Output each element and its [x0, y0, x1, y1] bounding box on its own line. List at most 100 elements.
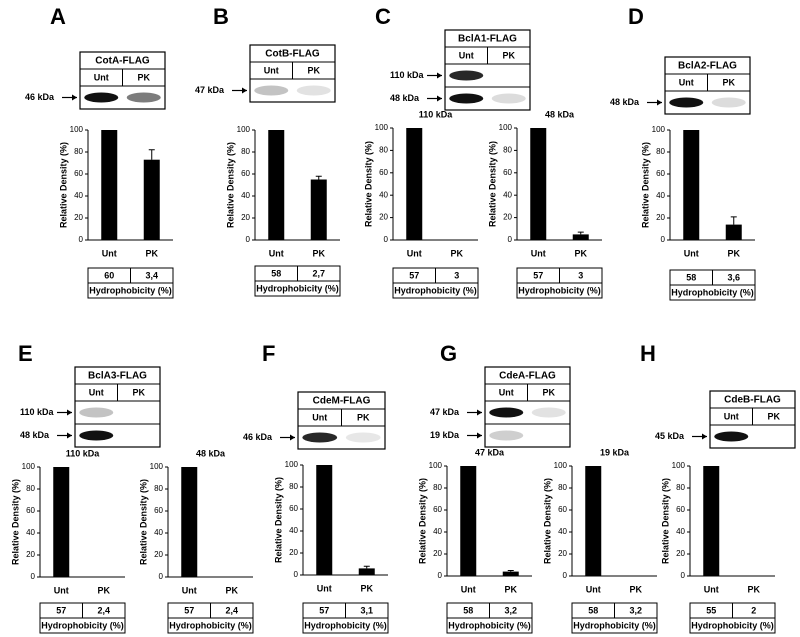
y-tick-label: 0	[438, 571, 443, 580]
bar	[725, 224, 742, 240]
bar	[572, 234, 589, 240]
y-tick-label: 20	[433, 549, 442, 558]
y-tick-label: 40	[74, 191, 83, 200]
chart-title: 48 kDa	[545, 109, 575, 119]
table-cell: 3,6	[727, 272, 740, 282]
protein-label: BclA2-FLAG	[678, 61, 737, 72]
y-tick-label: 100	[285, 460, 299, 469]
table-cell: 3	[578, 270, 583, 280]
bar	[310, 179, 327, 240]
y-tick-label: 100	[652, 125, 666, 134]
y-tick-label: 80	[379, 146, 388, 155]
y-tick-label: 20	[676, 549, 685, 558]
lane-label: PK	[722, 77, 735, 87]
y-tick-label: 20	[241, 213, 250, 222]
y-tick-label: 20	[154, 550, 163, 559]
blot-band	[491, 93, 526, 104]
arrow-head	[437, 95, 442, 102]
y-tick-label: 0	[159, 572, 164, 581]
error-bar	[148, 149, 155, 160]
y-tick-label: 0	[681, 571, 686, 580]
y-tick-label: 100	[499, 123, 513, 132]
y-tick-label: 40	[433, 527, 442, 536]
protein-label: CotA-FLAG	[95, 56, 150, 67]
x-tick-label: Unt	[407, 248, 422, 258]
table-label: Hydrophobicity (%)	[256, 283, 339, 293]
x-tick-label: Unt	[704, 584, 719, 594]
table-cell: 3	[454, 270, 459, 280]
band-size: 46 kDa	[243, 432, 273, 442]
y-tick-label: 0	[508, 235, 513, 244]
table-cell: 3,2	[504, 605, 517, 615]
blot-band	[531, 407, 566, 418]
protein-label: BclA1-FLAG	[458, 34, 517, 45]
blot-band	[345, 432, 381, 443]
protein-label: CdeM-FLAG	[313, 396, 371, 407]
y-tick-label: 100	[375, 123, 389, 132]
blot-band	[449, 93, 484, 104]
y-tick-label: 100	[150, 462, 164, 471]
y-tick-label: 20	[558, 549, 567, 558]
y-tick-label: 0	[661, 235, 666, 244]
band-size: 110 kDa	[20, 407, 55, 417]
blot-band	[296, 85, 331, 96]
table-cell: 57	[56, 605, 66, 615]
y-tick-label: 100	[22, 462, 36, 471]
chart-title: 47 kDa	[475, 447, 505, 457]
y-tick-label: 100	[672, 461, 686, 470]
y-tick-label: 80	[558, 483, 567, 492]
band-size: 48 kDa	[610, 97, 640, 107]
lane-label: PK	[542, 387, 555, 397]
blot-band	[669, 97, 704, 108]
chart-title: 110 kDa	[66, 448, 101, 458]
blot-band	[84, 92, 119, 103]
error-bar	[363, 565, 370, 569]
table-cell: 57	[319, 605, 329, 615]
arrow-head	[702, 433, 707, 440]
x-tick-label: Unt	[182, 585, 197, 595]
table-cell: 2,4	[97, 605, 110, 615]
table-label: Hydrophobicity (%)	[448, 620, 531, 630]
y-axis-label: Relative Density (%)	[417, 478, 427, 564]
y-tick-label: 40	[26, 528, 35, 537]
y-tick-label: 0	[31, 572, 36, 581]
bar	[703, 466, 720, 576]
blot-band	[449, 70, 484, 81]
table-cell: 58	[686, 272, 696, 282]
bar	[143, 159, 160, 240]
y-tick-label: 80	[26, 484, 35, 493]
table-cell: 60	[104, 270, 114, 280]
table-cell: 58	[271, 268, 281, 278]
y-tick-label: 0	[246, 235, 251, 244]
y-axis-label: Relative Density (%)	[487, 141, 497, 227]
y-tick-label: 40	[379, 190, 388, 199]
y-axis-label: Relative Density (%)	[225, 142, 235, 228]
x-tick-label: PK	[574, 248, 587, 258]
protein-label: CdeA-FLAG	[499, 371, 556, 382]
panel-letter: E	[18, 341, 33, 366]
blot-box	[664, 56, 751, 115]
lane-label: PK	[767, 411, 780, 421]
band-size: 45 kDa	[655, 431, 685, 441]
x-tick-label: Unt	[269, 248, 284, 258]
table-label: Hydrophobicity (%)	[89, 285, 172, 295]
band-size: 48 kDa	[390, 93, 420, 103]
y-axis-label: Relative Density (%)	[363, 141, 373, 227]
y-tick-label: 20	[656, 213, 665, 222]
blot-band	[79, 430, 114, 441]
panel-letter: D	[628, 4, 644, 29]
lane-label: PK	[502, 50, 515, 60]
bar	[101, 130, 118, 240]
y-axis-label: Relative Density (%)	[273, 477, 283, 563]
arrow-head	[437, 72, 442, 79]
bar	[406, 128, 423, 240]
y-axis-label: Relative Density (%)	[640, 142, 650, 228]
arrow-head	[477, 432, 482, 439]
x-tick-label: Unt	[317, 583, 332, 593]
table-label: Hydrophobicity (%)	[394, 285, 477, 295]
x-tick-label: Unt	[461, 584, 476, 594]
blot-box	[249, 44, 336, 103]
arrow-head	[477, 409, 482, 416]
x-tick-label: Unt	[54, 585, 69, 595]
